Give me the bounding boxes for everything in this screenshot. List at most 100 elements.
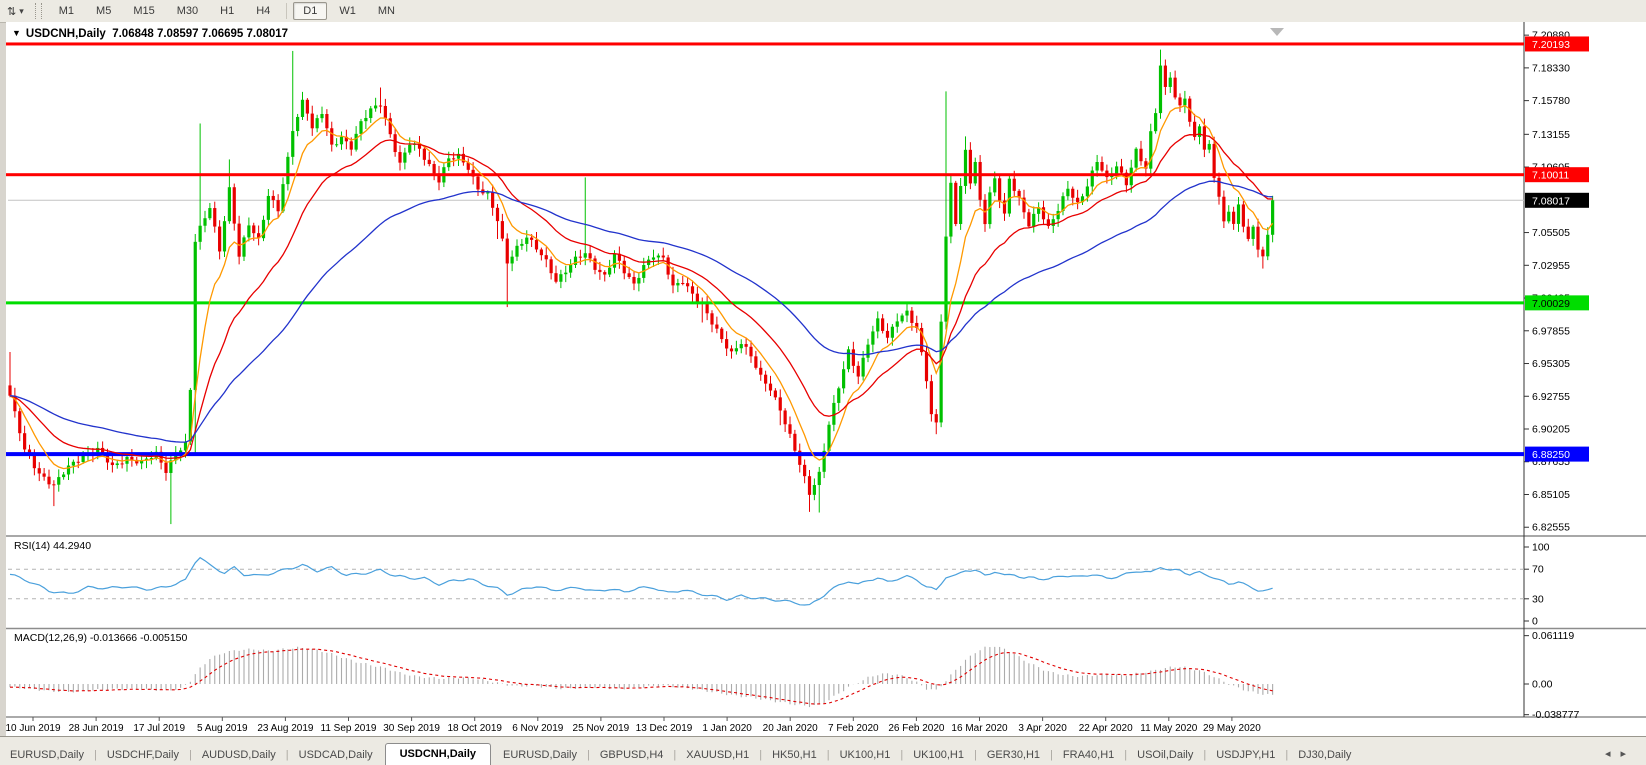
svg-text:6.92755: 6.92755 xyxy=(1532,391,1570,403)
timeframe-button-w1[interactable]: W1 xyxy=(339,5,356,17)
svg-text:7.08017: 7.08017 xyxy=(1532,195,1570,207)
chart-tab-gbpusd-h4[interactable]: GBPUSD,H4 xyxy=(599,749,664,761)
chart-tab-eurusd-daily[interactable]: EURUSD,Daily xyxy=(10,749,84,761)
timeframe-button-h4[interactable]: H4 xyxy=(256,5,271,17)
chart-tab-usdcnh-daily[interactable]: USDCNH,Daily xyxy=(384,743,492,765)
tab-separator: | xyxy=(1050,749,1053,761)
svg-text:7.18330: 7.18330 xyxy=(1532,62,1570,74)
chart-tab-uk100-h1[interactable]: UK100,H1 xyxy=(839,749,891,761)
price-axis: 7.208807.183307.157807.131557.106057.055… xyxy=(1524,30,1570,534)
rsi-line xyxy=(9,556,1273,606)
svg-text:10 Jun 2019: 10 Jun 2019 xyxy=(5,723,60,734)
chart-tab-audusd-daily[interactable]: AUDUSD,Daily xyxy=(201,749,276,761)
macd-panel: 0.061119 0.00 -0.038777 xyxy=(9,630,1579,721)
tab-separator: | xyxy=(586,749,590,761)
tab-separator: | xyxy=(1124,749,1128,761)
svg-text:3 Apr 2020: 3 Apr 2020 xyxy=(1018,723,1067,734)
chart-tab-usdchf-daily[interactable]: USDCHF,Daily xyxy=(106,749,179,761)
tab-scroll-buttons: ◂▸ xyxy=(1605,747,1636,765)
timeframe-button-m1[interactable]: M1 xyxy=(58,5,75,17)
tab-separator: | xyxy=(1285,749,1289,761)
svg-text:7.10011: 7.10011 xyxy=(1532,170,1569,182)
timeframe-button-m15[interactable]: M15 xyxy=(133,5,155,17)
svg-text:-0.038777: -0.038777 xyxy=(1532,709,1579,721)
svg-text:16 Mar 2020: 16 Mar 2020 xyxy=(951,723,1008,734)
ma-mid xyxy=(9,133,1273,459)
tab-scroll-right-icon[interactable]: ▸ xyxy=(1620,748,1636,760)
svg-text:7.00029: 7.00029 xyxy=(1532,298,1570,310)
chart-tab-fra40-h1[interactable]: FRA40,H1 xyxy=(1062,749,1115,761)
svg-text:13 Dec 2019: 13 Dec 2019 xyxy=(636,723,693,734)
toolbar-grip-handle[interactable] xyxy=(34,3,42,19)
chart-tab-bar: EURUSD,Daily | USDCHF,Daily | AUDUSD,Daily | U… xyxy=(0,736,1646,765)
chart-tab-hk50-h1[interactable]: HK50,H1 xyxy=(772,749,817,761)
timeframe-button-h1[interactable]: H1 xyxy=(220,5,235,17)
chart-tab-eurusd-daily[interactable]: EURUSD,Daily xyxy=(503,749,577,761)
price-badge: 7.20193 xyxy=(1525,36,1589,52)
tab-separator: | xyxy=(673,749,677,761)
svg-text:6.97855: 6.97855 xyxy=(1532,325,1570,337)
ma-fast xyxy=(9,104,1274,470)
date-axis: 10 Jun 2019 28 Jun 2019 17 Jul 2019 5 Aug 2… xyxy=(5,717,1261,734)
svg-text:7.15780: 7.15780 xyxy=(1532,95,1570,107)
svg-text:7.13155: 7.13155 xyxy=(1532,129,1570,141)
tab-scroll-left-icon[interactable]: ◂ xyxy=(1604,748,1621,760)
chart-frame xyxy=(6,22,1646,736)
svg-text:1 Jan 2020: 1 Jan 2020 xyxy=(702,723,752,734)
tab-separator: | xyxy=(900,749,904,761)
svg-text:6.85105: 6.85105 xyxy=(1532,489,1570,501)
svg-text:7.05505: 7.05505 xyxy=(1532,227,1570,239)
svg-text:11 May 2020: 11 May 2020 xyxy=(1140,723,1198,734)
svg-text:30 Sep 2019: 30 Sep 2019 xyxy=(383,723,440,734)
tab-separator: | xyxy=(826,749,830,761)
chart-tab-usdcad-daily[interactable]: USDCAD,Daily xyxy=(298,749,373,761)
tab-separator: | xyxy=(1203,749,1207,761)
svg-text:70: 70 xyxy=(1532,564,1544,576)
timeframe-button-m30[interactable]: M30 xyxy=(176,5,199,17)
chart-symbol: USDCNH,Daily xyxy=(25,28,106,40)
svg-text:25 Nov 2019: 25 Nov 2019 xyxy=(573,723,630,734)
price-badge: 7.10011 xyxy=(1525,167,1589,183)
svg-text:23 Aug 2019: 23 Aug 2019 xyxy=(257,723,314,734)
svg-text:6.95305: 6.95305 xyxy=(1532,358,1570,370)
toolbar-separator xyxy=(286,3,288,19)
rsi-indicator-label: RSI(14) 44.2940 xyxy=(14,540,92,552)
chart-tab-ger30-h1[interactable]: GER30,H1 xyxy=(986,749,1041,761)
svg-text:17 Jul 2019: 17 Jul 2019 xyxy=(133,723,185,734)
timeframe-button-m5[interactable]: M5 xyxy=(96,5,112,17)
svg-text:20 Jan 2020: 20 Jan 2020 xyxy=(763,723,818,734)
chart-title: ▼ USDCNH,Daily 7.06848 7.08597 7.06695 7.… xyxy=(12,28,288,40)
svg-text:28 Jun 2019: 28 Jun 2019 xyxy=(69,723,124,734)
svg-text:7.20193: 7.20193 xyxy=(1532,39,1570,51)
svg-text:26 Feb 2020: 26 Feb 2020 xyxy=(888,723,945,734)
timeframe-button-mn[interactable]: MN xyxy=(377,5,395,17)
chart-tab-usoil-daily[interactable]: USOil,Daily xyxy=(1137,749,1194,761)
svg-text:18 Oct 2019: 18 Oct 2019 xyxy=(447,723,502,734)
macd-indicator-label: MACD(12,26,9) -0.013666 -0.005150 xyxy=(14,632,188,644)
svg-text:7.02955: 7.02955 xyxy=(1532,260,1570,272)
svg-text:7 Feb 2020: 7 Feb 2020 xyxy=(828,723,879,734)
chart-shift-marker xyxy=(1270,28,1284,36)
svg-text:0.00: 0.00 xyxy=(1532,679,1553,691)
chart-tab-dj30-daily[interactable]: DJ30,Daily xyxy=(1298,749,1352,761)
svg-text:0: 0 xyxy=(1532,616,1538,628)
moving-averages xyxy=(9,104,1274,470)
rsi-panel: 100 70 30 0 xyxy=(8,542,1550,628)
svg-text:6.88250: 6.88250 xyxy=(1532,449,1570,461)
tab-separator: | xyxy=(285,749,289,761)
svg-text:11 Sep 2019: 11 Sep 2019 xyxy=(321,723,377,734)
chart-tab-usdjpy-h1[interactable]: USDJPY,H1 xyxy=(1216,749,1276,761)
ma-slow xyxy=(9,180,1273,443)
svg-text:30: 30 xyxy=(1532,593,1544,605)
chart-tool-icon: ⇅ xyxy=(7,5,17,18)
chart-tab-xauusd-h1[interactable]: XAUUSD,H1 xyxy=(686,749,750,761)
chart-ohlc-values: 7.06848 7.08597 7.06695 7.08017 xyxy=(112,28,289,40)
svg-text:0.061119: 0.061119 xyxy=(1532,630,1574,642)
chart-tool-button[interactable]: ⇅ ▾ xyxy=(4,4,27,19)
timeframe-button-d1[interactable]: D1 xyxy=(293,2,328,20)
title-marker-icon: ▼ xyxy=(12,28,21,38)
chart-tab-uk100-h1[interactable]: UK100,H1 xyxy=(913,749,964,761)
svg-text:5 Aug 2019: 5 Aug 2019 xyxy=(197,723,248,734)
